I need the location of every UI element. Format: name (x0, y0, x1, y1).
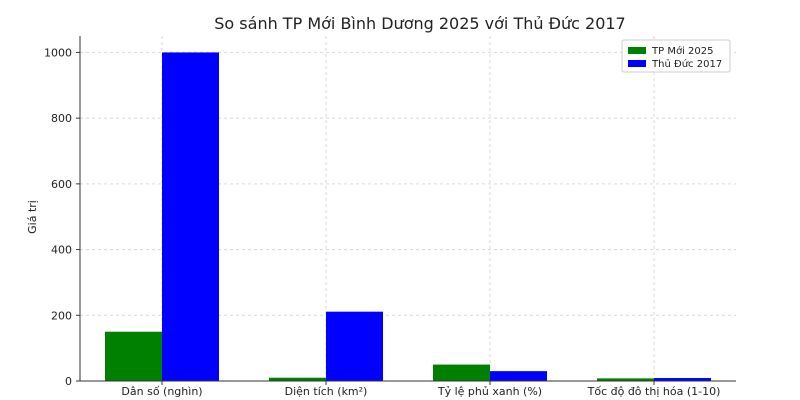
x-tick-label: Tốc độ đô thị hóa (1-10) (587, 385, 721, 398)
legend-label: TP Mới 2025 (651, 45, 713, 57)
y-tick-label: 800 (51, 112, 72, 125)
bar-thu-duc-2017 (490, 371, 547, 381)
y-axis-label: Giá trị (26, 200, 39, 234)
bar-thu-duc-2017 (654, 378, 711, 381)
bar-thu-duc-2017 (162, 52, 219, 382)
x-tick-label: Dân số (nghìn) (121, 385, 202, 398)
y-tick-label: 400 (51, 244, 72, 257)
bar-tp-moi-2025 (105, 331, 162, 381)
bar-tp-moi-2025 (269, 377, 326, 381)
y-tick-label: 600 (51, 178, 72, 191)
x-tick-label: Tỷ lệ phủ xanh (%) (437, 385, 542, 398)
bar-thu-duc-2017 (326, 311, 383, 381)
legend-swatch (628, 60, 646, 67)
y-tick-label: 200 (51, 309, 72, 322)
legend-box (621, 39, 731, 73)
bars (105, 52, 711, 382)
axes: 0 200 400 600 800 1000 Dân số (nghìn) Diện tích… (44, 36, 736, 398)
legend-swatch (628, 47, 646, 54)
y-tick-label: 0 (65, 375, 72, 388)
chart-title: So sánh TP Mới Bình Dương 2025 với Thủ Đ… (214, 14, 625, 33)
bar-tp-moi-2025 (433, 364, 490, 381)
x-tick-label: Diện tích (km²) (285, 385, 368, 398)
y-tick-label: 1000 (44, 46, 72, 59)
bar-tp-moi-2025 (597, 378, 654, 381)
legend-label: Thủ Đức 2017 (651, 58, 722, 70)
